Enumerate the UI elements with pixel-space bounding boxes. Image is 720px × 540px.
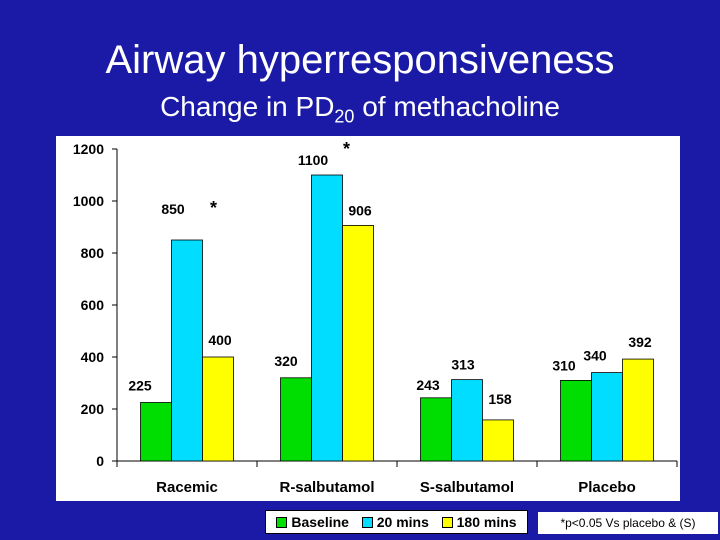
bar xyxy=(171,239,203,462)
subtitle-subscript: 20 xyxy=(334,106,355,127)
subtitle-rest: of methacholine xyxy=(354,91,560,122)
significance-footnote: *p<0.05 Vs placebo & (S) xyxy=(538,512,718,534)
data-label: 158 xyxy=(488,391,512,407)
data-label: 850 xyxy=(161,201,185,217)
subtitle-main: Change in PD xyxy=(160,91,335,122)
data-label: 400 xyxy=(208,332,232,348)
bar xyxy=(140,402,172,462)
data-label: 243 xyxy=(416,377,440,393)
y-tick-label: 600 xyxy=(81,297,105,313)
legend-item: Baseline xyxy=(276,514,349,530)
bar xyxy=(451,379,483,462)
bar xyxy=(280,377,312,462)
data-label: 313 xyxy=(451,357,475,373)
y-tick-label: 800 xyxy=(81,245,105,261)
significance-marker: * xyxy=(210,198,217,218)
bar xyxy=(482,419,514,462)
category-label: Racemic xyxy=(156,479,218,496)
bar xyxy=(202,356,234,462)
significance-marker: * xyxy=(343,139,350,159)
category-label: R-salbutamol xyxy=(279,479,374,496)
bar xyxy=(342,225,374,462)
bar xyxy=(420,397,452,462)
chart-title: Airway hyperresponsiveness xyxy=(105,38,615,82)
legend-swatch xyxy=(441,516,453,528)
y-tick-label: 0 xyxy=(96,453,104,469)
bar xyxy=(311,174,343,462)
data-label: 310 xyxy=(552,357,576,373)
legend-label: Baseline xyxy=(291,514,349,530)
legend-label: 180 mins xyxy=(456,514,517,530)
legend-item: 20 mins xyxy=(361,514,429,530)
data-label: 320 xyxy=(274,353,298,369)
legend: Baseline 20 mins 180 mins xyxy=(265,510,528,534)
category-label: S-salbutamol xyxy=(420,479,514,496)
data-label: 1100 xyxy=(298,152,329,168)
legend-swatch xyxy=(276,516,288,528)
y-tick-label: 1200 xyxy=(73,141,104,157)
data-label: 225 xyxy=(128,378,152,394)
bar xyxy=(560,379,592,462)
bar xyxy=(591,372,623,462)
data-label: 906 xyxy=(348,202,372,218)
y-tick-label: 1000 xyxy=(73,193,104,209)
legend-label: 20 mins xyxy=(376,514,429,530)
legend-swatch xyxy=(361,516,373,528)
legend-item: 180 mins xyxy=(441,514,517,530)
bar xyxy=(622,358,654,462)
category-label: Placebo xyxy=(578,479,636,496)
y-tick-label: 400 xyxy=(81,349,105,365)
y-tick-label: 200 xyxy=(81,401,105,417)
data-label: 392 xyxy=(628,334,652,350)
chart-subtitle: Change in PD20 of methacholine xyxy=(0,90,720,134)
data-label: 340 xyxy=(583,348,607,364)
